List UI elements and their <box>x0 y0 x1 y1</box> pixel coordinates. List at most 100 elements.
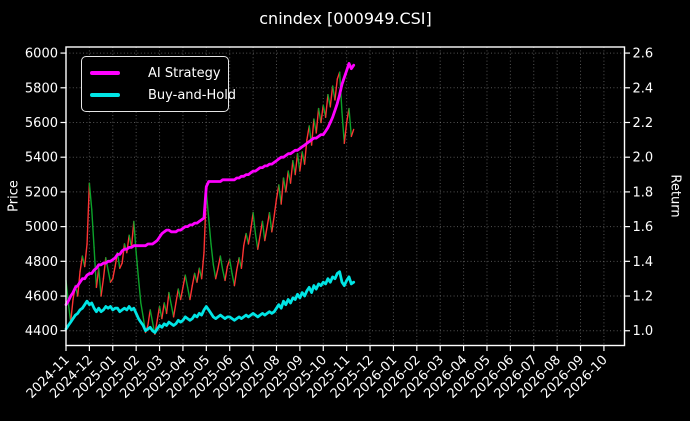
y-left-tick-label: 5000 <box>25 220 58 235</box>
y-left-tick-label: 5800 <box>25 81 58 96</box>
price-line-segment <box>133 220 137 254</box>
y-left-tick-label: 4400 <box>25 324 58 339</box>
price-line-segment <box>119 262 123 269</box>
price-line-segment <box>84 243 88 268</box>
price-line-segment <box>191 272 196 287</box>
price-line-segment <box>212 264 217 280</box>
price-line-segment <box>299 151 303 172</box>
price-line-segment <box>243 232 247 247</box>
y-right-tick-label: 1.4 <box>633 255 654 270</box>
price-line-segment <box>170 304 175 318</box>
price-line-segment <box>250 212 254 231</box>
price-line-segment <box>175 288 179 304</box>
price-line-segment <box>224 265 229 282</box>
price-line-segment <box>341 111 346 145</box>
price-line-segment <box>240 245 245 269</box>
legend-item-buy-and-hold: Buy-and-Hold <box>90 84 236 106</box>
price-line-segment <box>229 258 233 275</box>
y-right-tick-label: 1.2 <box>633 290 654 305</box>
y-right-tick-label: 2.2 <box>633 116 654 131</box>
price-line-segment <box>210 243 215 266</box>
y-left-tick-label: 5600 <box>25 116 58 131</box>
price-line-segment <box>172 302 177 318</box>
y-left-tick-label: 5200 <box>25 185 58 200</box>
y-left-tick-label: 4600 <box>25 290 58 305</box>
legend-label-buy-and-hold: Buy-and-Hold <box>148 87 237 103</box>
price-line-segment <box>350 128 355 138</box>
y-right-tick-label: 1.8 <box>633 185 654 200</box>
price-line-segment <box>177 288 182 301</box>
price-line-segment <box>196 267 201 283</box>
price-line-segment <box>207 217 212 245</box>
price-line-segment <box>296 153 301 172</box>
y-left-tick-label: 5400 <box>25 151 58 166</box>
price-line-segment <box>112 265 116 280</box>
price-line-segment <box>320 104 324 124</box>
price-line-segment <box>69 298 74 323</box>
price-line-segment <box>200 251 205 280</box>
grid <box>65 47 625 346</box>
ai-strategy-line-swatch-icon <box>90 71 120 75</box>
price-line-segment <box>271 215 275 233</box>
price-line-segment <box>182 274 186 289</box>
y-axis-label-return: Return <box>667 174 683 218</box>
price-line-segment <box>189 284 193 301</box>
price-line-segment <box>324 94 329 118</box>
legend: AI Strategy Buy-and-Hold <box>81 56 236 112</box>
price-line-segment <box>168 291 172 306</box>
ai-strategy-line <box>64 62 356 307</box>
price-line-segment <box>156 305 161 322</box>
price-line-segment <box>135 251 140 280</box>
plot-spines <box>65 46 626 347</box>
price-line-segment <box>107 269 112 283</box>
y-right-tick-label: 1.0 <box>633 324 654 339</box>
price-line-segment <box>91 208 95 249</box>
y-right-tick-label: 2.0 <box>633 151 654 166</box>
price-line-segment <box>130 220 135 249</box>
price-line-segment <box>289 159 294 184</box>
buy-and-hold-line-swatch-icon <box>90 93 120 97</box>
price-line-segment <box>179 286 184 301</box>
price-line-segment <box>86 182 91 245</box>
legend-label-ai-strategy: AI Strategy <box>148 65 221 81</box>
price-line-segment <box>233 269 238 287</box>
price-line-segment <box>343 121 348 145</box>
price-line-segment <box>315 107 320 134</box>
price-line-segment <box>98 267 102 297</box>
price-line-segment <box>67 302 72 323</box>
price-line-segment <box>93 246 98 289</box>
price-line-segment <box>252 212 257 235</box>
price-line-segment <box>161 302 165 320</box>
price-line-segment <box>79 255 84 273</box>
price-line-segment <box>137 277 142 304</box>
legend-item-ai-strategy: AI Strategy <box>90 62 221 84</box>
y-axis-label-price: Price <box>6 180 22 212</box>
price-line-segment <box>184 274 189 289</box>
price-line-segment <box>100 277 105 297</box>
price-line-segment <box>165 291 170 315</box>
price-line-segment <box>280 177 285 205</box>
price-line-segment <box>236 257 240 271</box>
price-line-segment <box>121 243 126 264</box>
y-right-tick-label: 2.6 <box>633 47 654 62</box>
y-left-tick-label: 6000 <box>25 47 58 62</box>
price-line-segment <box>329 85 334 108</box>
price-line-segment <box>219 255 224 271</box>
price-line-segment <box>264 225 268 242</box>
price-line-segment <box>294 153 299 176</box>
chart-title: cnindex [000949.CSI] <box>259 9 432 28</box>
price-line-segment <box>214 267 219 280</box>
price-line-segment <box>254 232 259 250</box>
axes: 2024-112024-122025-012025-022025-032025-… <box>24 46 654 402</box>
price-line-segment <box>268 212 273 233</box>
y-right-tick-label: 1.6 <box>633 220 654 235</box>
price-line-segment <box>88 182 93 210</box>
price-line-segment <box>186 286 191 301</box>
price-line-segment <box>348 107 353 138</box>
y-right-tick-label: 2.4 <box>633 81 654 96</box>
price-line-segment <box>247 229 252 245</box>
price-line-segment <box>257 234 261 250</box>
price-line-segment <box>149 309 154 323</box>
